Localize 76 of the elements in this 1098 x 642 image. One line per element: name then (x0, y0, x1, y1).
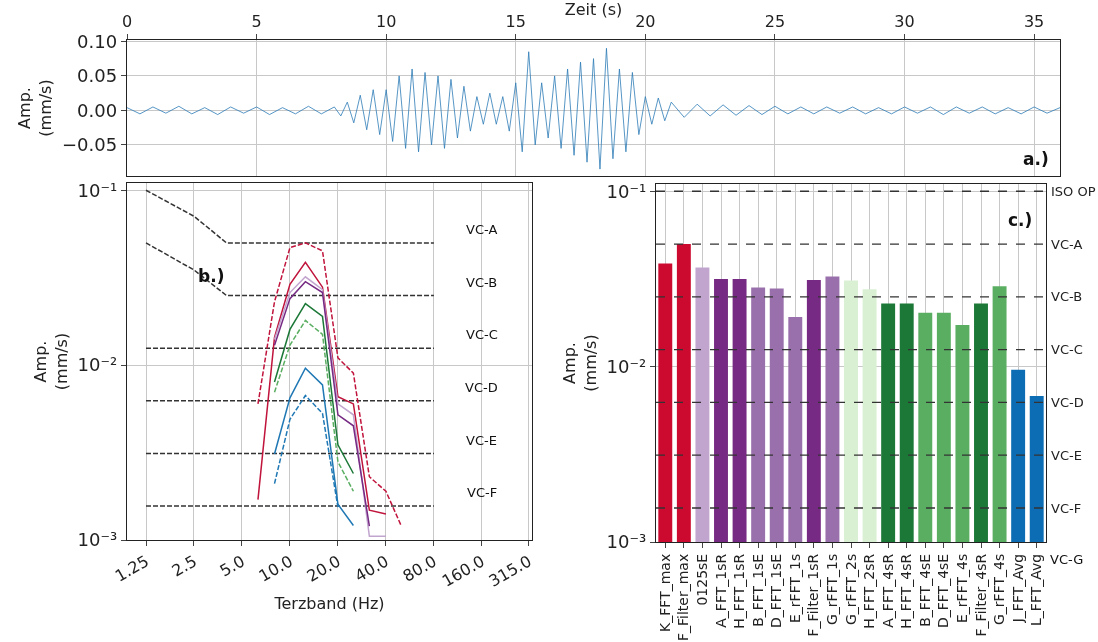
x-tick-label: 35 (1023, 12, 1045, 32)
y-axis-title: Amp. (mm/s) (15, 79, 56, 137)
x-tick-label: 0 (121, 12, 133, 32)
x-tick-label: E_rFFT_4s (953, 553, 970, 624)
x-tick-label: F_Filter_4sR (972, 553, 989, 637)
y-tick-label: 10⁻² (606, 355, 647, 377)
line-series (257, 261, 387, 515)
annotation: VC-E (466, 433, 497, 448)
annotation: VC-A (466, 222, 498, 237)
annotation: VC-F (467, 485, 498, 500)
line-series (273, 276, 387, 538)
x-tick-label: 25 (764, 12, 786, 32)
y-tick-label: 0.10 (77, 30, 118, 52)
x-tick-label: H_FFT_1sR (731, 553, 748, 629)
x-tick-label: A_FFT_1sR (712, 553, 729, 628)
line-series (273, 280, 371, 527)
ref-line-label: VC-A (1051, 237, 1083, 252)
x-tick-label: K_FFT_max (656, 553, 673, 632)
x-tick-label: 5 (251, 12, 262, 32)
x-tick-label: H_FFT_2sR (861, 553, 878, 629)
x-tick-label: B_FFT_1sE (749, 553, 766, 627)
x-tick-label: 15 (505, 12, 526, 32)
annotation: a.) (1023, 149, 1049, 169)
text: VC-G (1050, 552, 1084, 567)
annotation: VC-D (465, 380, 498, 395)
x-tick-label: 80.0 (399, 551, 440, 586)
annotation: VC-C (466, 327, 498, 342)
line-series (127, 47, 1060, 170)
x-axis-title: Zeit (s) (564, 0, 623, 19)
ref-line-label: VC-C (1051, 342, 1083, 357)
line-series (273, 319, 355, 492)
x-tick-label: A_FFT_4sR (879, 553, 896, 628)
x-tick-label: 10 (375, 12, 397, 32)
line-series (273, 302, 355, 475)
y-tick-label: 10⁻² (77, 354, 118, 376)
x-tick-label: J_FFT_Avg (1009, 553, 1026, 624)
x-tick-label: B_FFT_4sE (916, 553, 933, 627)
y-tick-label: 0.00 (77, 99, 118, 121)
x-tick-label: F_Filter_1sR (805, 553, 822, 637)
y-tick-label: 10⁻³ (77, 529, 118, 551)
x-tick-label: 40.0 (351, 551, 392, 586)
x-tick-label: G_rFFT_4s (991, 553, 1008, 626)
annotation: b.) (198, 266, 225, 286)
ref-line-label: VC-D (1051, 395, 1084, 410)
x-tick-label: L_FFT_Avg (1028, 553, 1045, 626)
x-tick-label: 1.25 (111, 551, 152, 586)
y-axis-title: Amp. (mm/s) (30, 332, 71, 391)
x-tick-label: F_Filter_max (675, 553, 692, 642)
x-tick-label: H_FFT_4sR (898, 553, 915, 629)
line-series (273, 367, 355, 527)
x-tick-label: 0125sE (693, 553, 710, 606)
ref-line-label: ISO OP (1051, 184, 1096, 199)
x-tick-label: 20.0 (303, 551, 344, 586)
annotation: VC-B (466, 275, 498, 290)
x-tick-label: G_rFFT_2s (842, 553, 859, 626)
ref-line-label: VC-B (1051, 289, 1083, 304)
y-tick-label: 10⁻¹ (606, 180, 647, 202)
x-tick-label: 30 (894, 12, 915, 32)
x-tick-label: G_rFFT_1s (823, 553, 840, 626)
annotation: c.) (1008, 210, 1033, 230)
x-tick-label: 2.5 (168, 551, 200, 581)
y-tick-label: 0.05 (77, 65, 118, 87)
ref-line-label: VC-E (1051, 448, 1082, 463)
x-tick-label: 10.0 (255, 551, 296, 586)
x-tick-label: E_rFFT_1s (786, 553, 803, 624)
x-axis-title: Terzband (Hz) (273, 594, 385, 614)
y-axis-title: Amp. (mm/s) (560, 334, 600, 392)
ref-line-label: VC-F (1051, 501, 1082, 516)
x-tick-label: 20 (635, 12, 656, 32)
y-tick-label: 10⁻¹ (77, 179, 118, 201)
y-tick-label: −0.05 (62, 134, 118, 156)
line-series (257, 242, 403, 527)
x-tick-label: D_FFT_1sE (768, 553, 785, 629)
x-tick-label: D_FFT_4sE (935, 553, 952, 629)
y-tick-label: 10⁻³ (606, 531, 647, 553)
x-tick-label: 5.0 (216, 551, 248, 581)
